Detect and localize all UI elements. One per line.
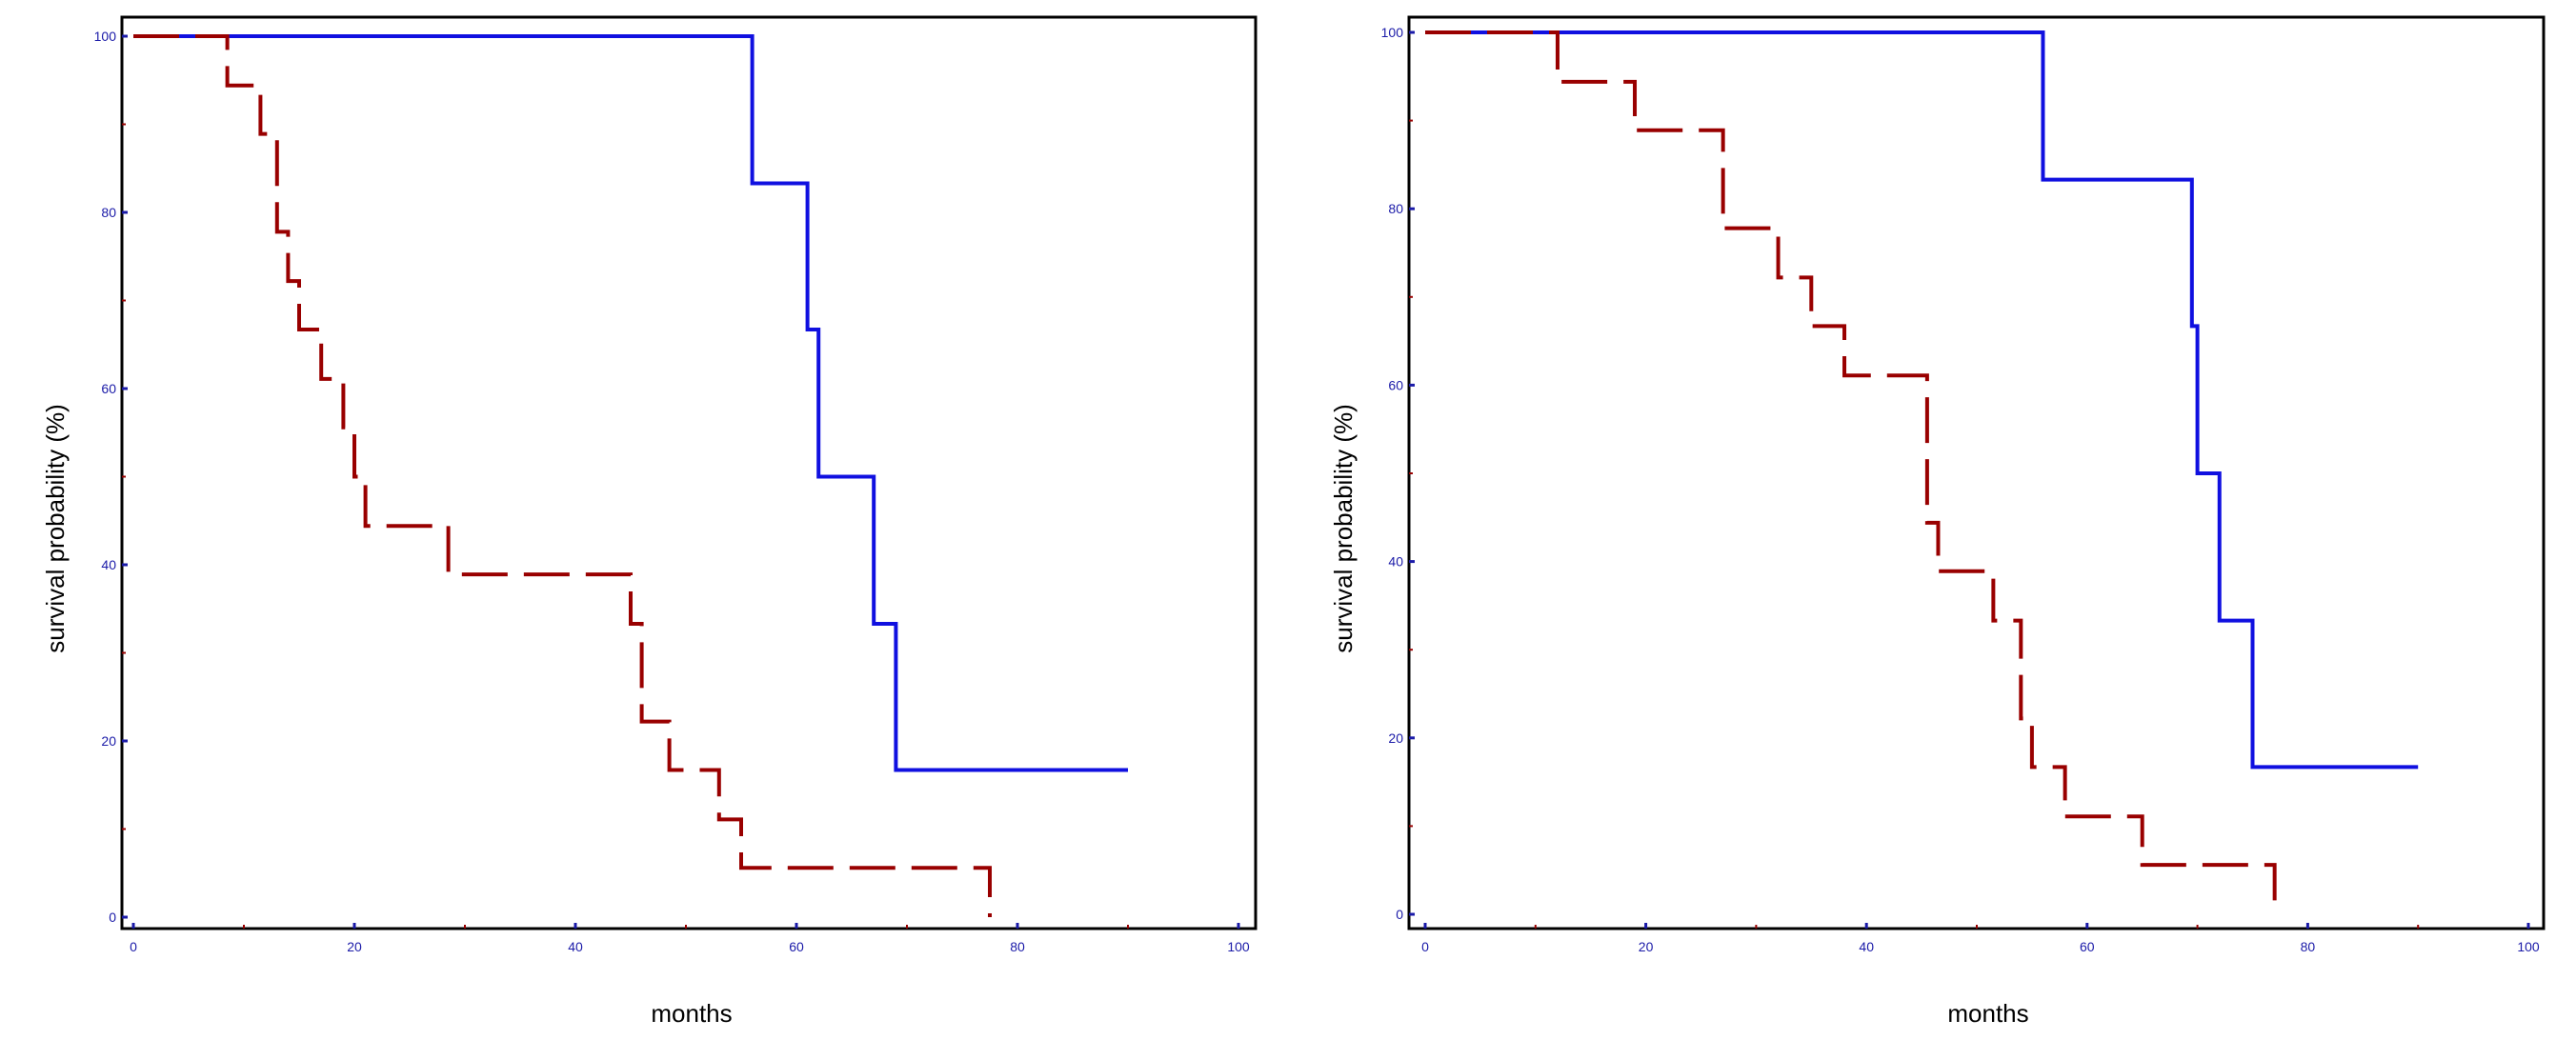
x-axis-title: months xyxy=(1947,999,2028,1028)
x-tick-label: 0 xyxy=(1421,939,1429,954)
y-tick-label: 20 xyxy=(101,733,116,749)
y-tick-label: 0 xyxy=(1396,907,1403,922)
y-tick-label: 20 xyxy=(1388,730,1403,746)
y-tick-label: 40 xyxy=(101,557,116,572)
series-dashed-red xyxy=(133,34,992,917)
y-tick-label: 80 xyxy=(101,205,116,220)
x-tick-label: 100 xyxy=(1227,939,1250,954)
survival-chart-right-svg: survival probability (%) months 0 20 40 60 8… xyxy=(1329,15,2546,1028)
x-tick-label: 20 xyxy=(347,939,362,954)
y-tick-label: 80 xyxy=(1388,201,1403,216)
x-tick-label: 80 xyxy=(1010,939,1025,954)
plot-frame xyxy=(120,15,1258,930)
x-tick-label: 0 xyxy=(130,939,137,954)
y-axis-title: survival probability (%) xyxy=(1329,404,1358,653)
y-tick-label: 60 xyxy=(1388,377,1403,392)
series-solid-blue xyxy=(133,34,1128,772)
x-tick-label: 40 xyxy=(1859,939,1874,954)
series-solid-blue xyxy=(1425,30,2419,770)
x-tick-label: 40 xyxy=(568,939,583,954)
y-tick-label: 100 xyxy=(94,29,117,44)
y-tick-label: 60 xyxy=(101,381,116,396)
survival-chart-left: survival probability (%) months 0 20 40 60 8… xyxy=(41,15,1258,1028)
x-tick-label: 60 xyxy=(789,939,804,954)
y-tick-label: 100 xyxy=(1381,25,1404,40)
x-tick-label: 60 xyxy=(2080,939,2095,954)
y-tick-label: 0 xyxy=(109,910,116,925)
y-tick-label: 40 xyxy=(1388,554,1403,570)
x-tick-label: 20 xyxy=(1639,939,1654,954)
survival-chart-right: survival probability (%) months 0 20 40 60 8… xyxy=(1288,0,2576,1040)
survival-chart-left-svg: survival probability (%) months 0 20 40 60 8… xyxy=(41,15,1258,1028)
series-dashed-red xyxy=(1425,30,2277,914)
x-axis-title: months xyxy=(651,999,732,1028)
y-axis-title: survival probability (%) xyxy=(41,404,70,653)
x-tick-label: 100 xyxy=(2517,939,2540,954)
plot-frame xyxy=(1407,15,2546,930)
x-tick-label: 80 xyxy=(2301,939,2316,954)
